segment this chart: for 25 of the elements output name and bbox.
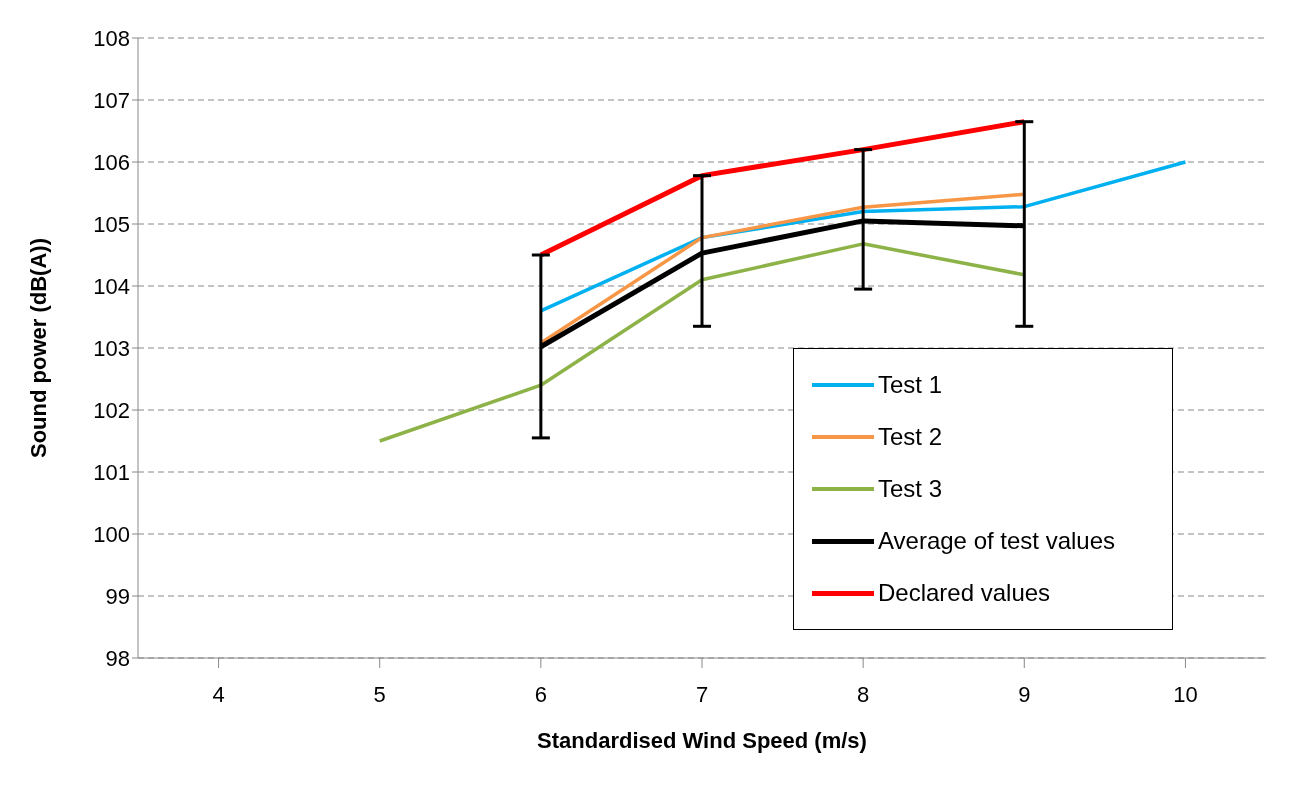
y-tick-label: 99 (105, 583, 130, 609)
y-axis-title: Sound power (dB(A)) (25, 238, 51, 458)
y-tick-label: 107 (93, 87, 130, 113)
y-tick-label: 105 (93, 211, 130, 237)
x-tick-label: 4 (212, 681, 225, 707)
y-tick-label: 101 (93, 459, 130, 485)
x-tick-label: 6 (534, 681, 547, 707)
y-tick-label: 103 (93, 335, 130, 361)
legend-label: Test 2 (878, 423, 943, 451)
x-tick-label: 8 (857, 681, 870, 707)
x-axis-title: Standardised Wind Speed (m/s) (537, 728, 867, 753)
x-tick-label: 10 (1173, 681, 1198, 707)
y-tick-label: 100 (93, 521, 130, 547)
legend-label: Test 1 (878, 371, 943, 399)
y-tick-label: 106 (93, 149, 130, 175)
x-tick-label: 7 (695, 681, 709, 707)
y-tick-label: 104 (93, 273, 130, 299)
y-tick-label: 98 (105, 645, 130, 671)
legend-label: Test 3 (878, 475, 943, 503)
x-tick-label: 5 (373, 681, 386, 707)
legend-label: Declared values (878, 579, 1051, 607)
y-tick-label: 102 (93, 397, 130, 423)
y-tick-label: 108 (93, 25, 130, 51)
legend-label: Average of test values (878, 527, 1116, 555)
x-tick-label: 9 (1018, 681, 1031, 707)
